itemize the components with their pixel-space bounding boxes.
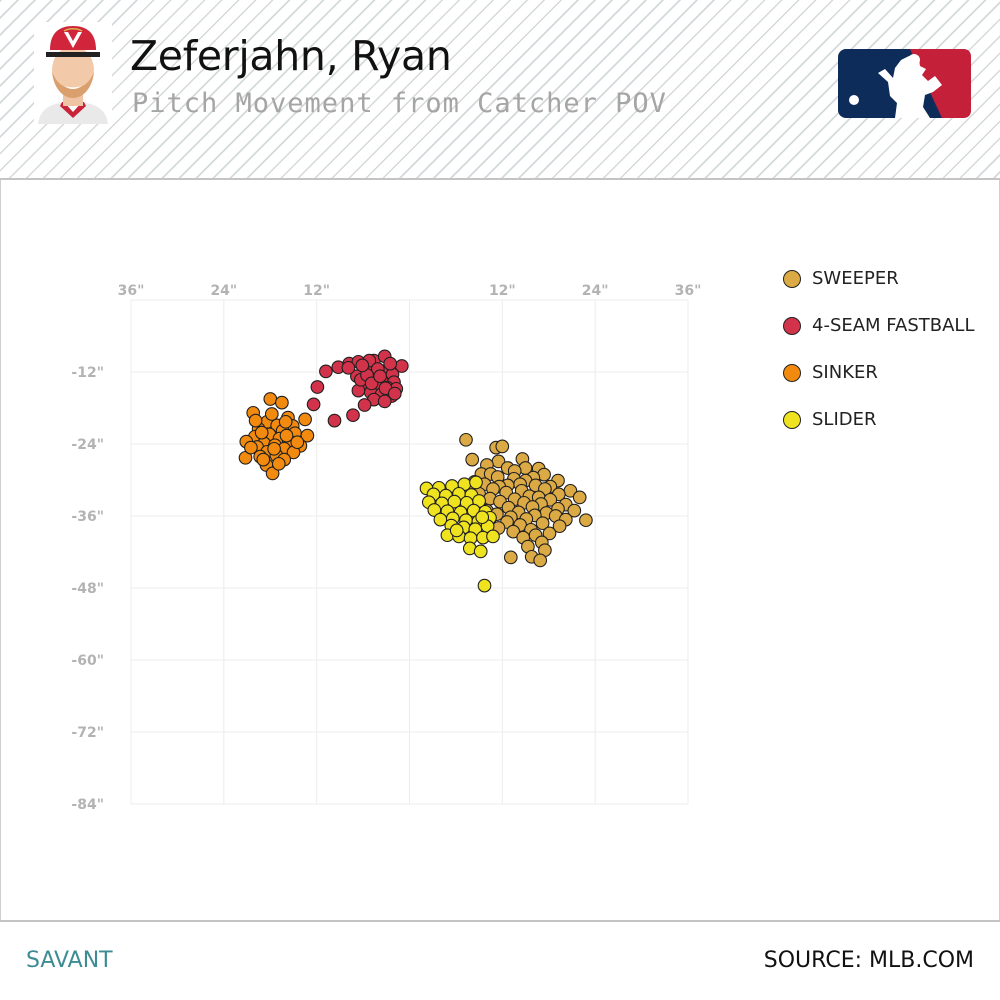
player-headshot	[34, 22, 112, 124]
pitch-movement-chart: 36" 24" 12" 12" 24" 36" -12" -24" -36" -48" -60" -7…	[71, 283, 701, 813]
pitch-point-sweeper	[459, 432, 473, 447]
pitch-point-sweeper	[465, 452, 480, 467]
pitch-point-slider	[477, 578, 492, 593]
legend-swatch-sinker	[783, 363, 801, 382]
pitch-point-slider	[475, 510, 490, 525]
series-slider	[419, 475, 500, 593]
legend-swatch-4-seam-fastball	[783, 316, 801, 335]
pitch-point-4-seam-fastball	[319, 364, 333, 379]
pitch-point-4-seam-fastball	[357, 398, 372, 412]
pitch-point-sweeper	[579, 513, 593, 528]
pitch-point-sinker	[244, 440, 258, 455]
pitch-point-4-seam-fastball	[387, 386, 402, 401]
pitch-point-sinker	[264, 407, 279, 421]
legend-label-4-seam-fastball: 4-SEAM FASTBALL	[812, 315, 975, 336]
source-label: SOURCE: MLB.COM	[763, 948, 974, 973]
pitch-point-slider	[486, 529, 500, 544]
mlb-logo	[838, 49, 971, 118]
legend-label-sinker: SINKER	[812, 362, 878, 383]
pitch-point-4-seam-fastball	[341, 360, 356, 375]
pitch-point-sinker	[300, 428, 315, 443]
pitch-point-sinker	[298, 412, 312, 427]
pitch-point-sinker	[278, 414, 293, 429]
pitch-point-4-seam-fastball	[355, 358, 370, 373]
chart-area: 36" 24" 12" 12" 24" 36" -12" -24" -36" -48" -60" -7…	[0, 180, 1000, 922]
pitch-point-sinker	[265, 466, 280, 481]
legend-item-slider: SLIDER	[783, 396, 974, 443]
chart-legend: SWEEPER 4-SEAM FASTBALL SINKER SLIDER	[783, 255, 974, 443]
x-tick-label: 36"	[118, 283, 145, 299]
legend-label-sweeper: SWEEPER	[812, 268, 899, 289]
pitch-point-sweeper	[567, 503, 582, 518]
page-footer: SAVANT SOURCE: MLB.COM	[0, 920, 1000, 1000]
x-tick-label: 24"	[210, 283, 237, 299]
x-tick-label: 12"	[303, 283, 330, 299]
pitch-point-slider	[473, 544, 488, 559]
legend-label-slider: SLIDER	[812, 409, 877, 430]
pitch-point-4-seam-fastball	[306, 397, 321, 412]
legend-swatch-slider	[783, 410, 801, 429]
pitch-point-sinker	[271, 456, 286, 471]
y-tick-label: -36"	[71, 509, 104, 525]
legend-item-sinker: SINKER	[783, 349, 974, 396]
pitch-point-4-seam-fastball	[377, 394, 392, 409]
pitch-point-4-seam-fastball	[310, 380, 325, 394]
axis-tick-labels: 36" 24" 12" 12" 24" 36" -12" -24" -36" -48" -60" -7…	[71, 283, 701, 813]
series-sinker	[238, 392, 315, 481]
x-tick-label: 12"	[489, 283, 516, 299]
y-tick-label: -72"	[71, 725, 104, 741]
chart-header: Zeferjahn, Ryan Pitch Movement from Catc…	[0, 0, 1000, 180]
pitch-point-sinker	[263, 392, 278, 406]
pitch-point-sinker	[290, 435, 305, 450]
pitch-point-sweeper	[503, 550, 518, 565]
pitch-point-sweeper	[533, 553, 548, 568]
x-tick-label: 36"	[675, 283, 702, 299]
pitch-point-sweeper	[552, 519, 567, 534]
player-name: Zeferjahn, Ryan	[130, 32, 452, 80]
pitch-point-4-seam-fastball	[383, 356, 398, 371]
y-tick-label: -24"	[71, 437, 104, 453]
savant-link[interactable]: SAVANT	[26, 948, 113, 973]
pitch-point-sweeper	[506, 524, 521, 539]
pitch-points	[238, 349, 593, 593]
grid-lines	[130, 299, 689, 805]
pitch-point-sweeper	[572, 490, 587, 505]
y-tick-label: -12"	[71, 365, 104, 381]
chart-subtitle: Pitch Movement from Catcher POV	[132, 88, 667, 119]
legend-swatch-sweeper	[783, 269, 801, 288]
pitch-point-slider	[469, 475, 483, 490]
pitch-point-4-seam-fastball	[373, 369, 387, 384]
pitch-point-slider	[427, 503, 442, 517]
pitch-point-sweeper	[495, 439, 510, 454]
pitch-point-sinker	[256, 452, 271, 467]
y-tick-label: -48"	[71, 581, 104, 597]
pitch-point-4-seam-fastball	[346, 408, 360, 423]
legend-item-sweeper: SWEEPER	[783, 255, 974, 302]
pitch-point-4-seam-fastball	[327, 413, 342, 428]
pitch-point-sinker	[267, 441, 281, 456]
pitch-point-sinker	[279, 428, 294, 443]
series-4-seam-fastball	[306, 349, 409, 428]
y-tick-label: -60"	[71, 653, 104, 669]
pitch-point-sweeper	[542, 526, 557, 541]
legend-item-4-seam-fastball: 4-SEAM FASTBALL	[783, 302, 974, 349]
pitch-point-slider	[449, 523, 464, 538]
y-tick-label: -84"	[71, 797, 104, 813]
pitch-point-sweeper	[535, 516, 550, 531]
x-tick-label: 24"	[582, 283, 609, 299]
pitch-point-sinker	[275, 395, 289, 410]
pitch-point-sinker	[254, 425, 269, 440]
pitch-point-sinker	[248, 413, 263, 428]
